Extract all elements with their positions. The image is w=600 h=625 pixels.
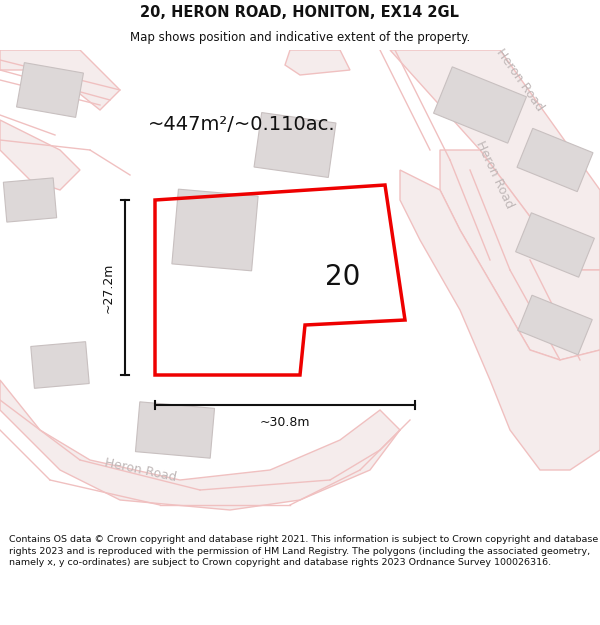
Text: 20: 20 [325,263,361,291]
Polygon shape [254,112,336,178]
Text: Contains OS data © Crown copyright and database right 2021. This information is : Contains OS data © Crown copyright and d… [9,535,598,568]
Text: Heron Road: Heron Road [103,456,177,484]
Polygon shape [400,170,600,470]
Polygon shape [0,120,80,190]
Polygon shape [172,189,258,271]
Text: Heron Road: Heron Road [473,139,517,211]
Text: ~30.8m: ~30.8m [260,416,310,429]
Polygon shape [285,50,350,75]
Polygon shape [515,213,595,278]
Polygon shape [517,128,593,192]
Polygon shape [390,50,600,270]
Polygon shape [4,178,56,222]
Polygon shape [31,342,89,388]
Polygon shape [518,295,592,355]
Text: Map shows position and indicative extent of the property.: Map shows position and indicative extent… [130,31,470,44]
Text: 20, HERON ROAD, HONITON, EX14 2GL: 20, HERON ROAD, HONITON, EX14 2GL [140,5,460,20]
Polygon shape [434,67,526,143]
Polygon shape [136,402,215,458]
Text: ~447m²/~0.110ac.: ~447m²/~0.110ac. [148,115,335,134]
Polygon shape [0,380,400,510]
Text: Heron Road: Heron Road [494,46,546,114]
Polygon shape [17,62,83,118]
Text: ~27.2m: ~27.2m [102,262,115,312]
Polygon shape [0,50,120,110]
Polygon shape [440,150,600,360]
